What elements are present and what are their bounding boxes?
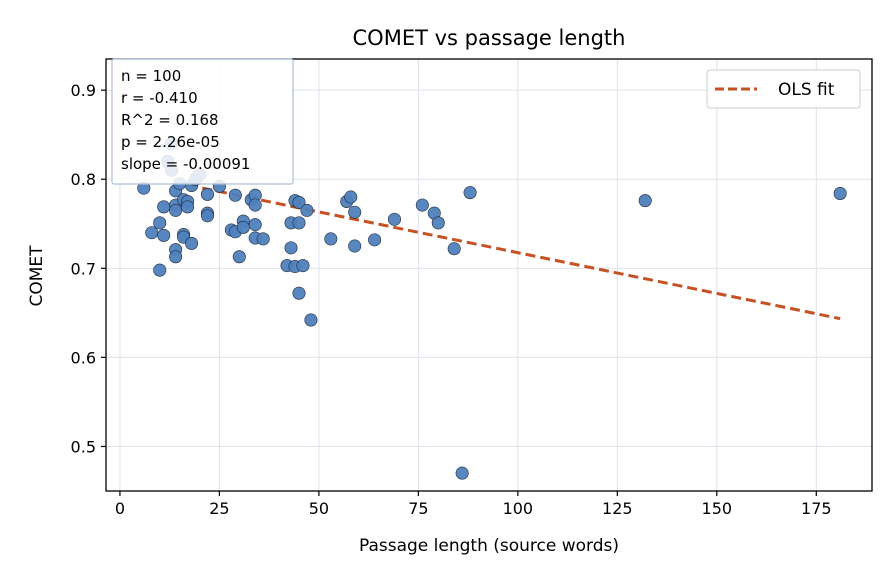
data-points: [137, 137, 847, 480]
data-point-64: [638, 194, 652, 208]
x-tick-label-3: 75: [408, 499, 428, 518]
data-point-39: [256, 232, 270, 246]
y-tick-label-2: 0.7: [71, 259, 96, 278]
x-tick-label-5: 125: [602, 499, 633, 518]
data-point-24: [200, 187, 214, 201]
y-axis-label: COMET: [27, 245, 47, 307]
stats-annotation-box: n = 100 r = -0.410 R^2 = 0.168 p = 2.26e…: [111, 58, 294, 185]
data-point-11: [169, 203, 183, 217]
data-point-60: [431, 216, 445, 230]
plot-area-frame: [105, 58, 873, 492]
legend-frame: [706, 69, 861, 109]
stat-slope: slope = -0.00091: [121, 155, 250, 173]
data-point-31: [232, 250, 246, 264]
data-point-53: [344, 190, 358, 204]
x-tick-label-6: 150: [702, 499, 733, 518]
legend: OLS fit: [706, 69, 861, 109]
x-tick-label-7: 175: [801, 499, 832, 518]
stat-p-value: p = 2.26e-05: [121, 133, 220, 151]
data-point-37: [248, 218, 262, 232]
x-tick-label-1: 25: [209, 499, 229, 518]
data-point-57: [387, 212, 401, 226]
x-axis-ticks: 0 25 50 75 100 125 150 175: [115, 491, 832, 518]
y-axis-ticks: 0.5 0.6 0.7 0.8 0.9: [71, 81, 106, 456]
data-point-5: [157, 228, 171, 242]
data-point-50: [304, 313, 318, 327]
data-point-56: [368, 233, 382, 247]
stats-box-background: [111, 58, 294, 185]
data-point-49: [300, 203, 314, 217]
stat-r-squared: R^2 = 0.168: [121, 111, 219, 129]
data-point-42: [284, 241, 298, 255]
data-point-63: [463, 186, 477, 200]
data-point-47: [292, 286, 306, 300]
x-tick-label-0: 0: [115, 499, 125, 518]
data-point-61: [447, 242, 461, 256]
y-tick-label-0: 0.5: [71, 437, 96, 456]
y-tick-label-4: 0.9: [71, 81, 96, 100]
data-point-62: [455, 466, 469, 480]
data-point-55: [348, 239, 362, 253]
data-point-54: [348, 205, 362, 219]
ols-fit-line: [187, 183, 841, 321]
y-tick-label-1: 0.6: [71, 348, 96, 367]
data-point-65: [833, 186, 847, 200]
data-point-19: [181, 200, 195, 214]
data-point-58: [415, 198, 429, 212]
ols-fit-line-group: [187, 183, 841, 321]
stat-r: r = -0.410: [121, 89, 198, 107]
data-point-3: [153, 263, 167, 277]
legend-ols-fit-label: OLS fit: [778, 80, 835, 100]
data-point-29: [228, 188, 242, 202]
data-point-2: [153, 216, 167, 230]
data-point-36: [248, 198, 262, 212]
x-tick-label-2: 50: [309, 499, 329, 518]
data-point-4: [157, 200, 171, 214]
y-tick-label-3: 0.8: [71, 170, 96, 189]
stat-n: n = 100: [121, 67, 181, 85]
x-tick-label-4: 100: [503, 499, 534, 518]
x-axis-label: Passage length (source words): [359, 536, 619, 556]
data-point-26: [200, 209, 214, 223]
data-point-48: [296, 259, 310, 273]
data-point-33: [236, 220, 250, 234]
data-point-13: [169, 250, 183, 264]
chart-title: COMET vs passage length: [353, 26, 626, 50]
data-point-21: [185, 236, 199, 250]
data-point-1: [145, 226, 159, 240]
data-point-45: [292, 195, 306, 209]
data-point-51: [324, 232, 338, 246]
data-point-46: [292, 216, 306, 230]
